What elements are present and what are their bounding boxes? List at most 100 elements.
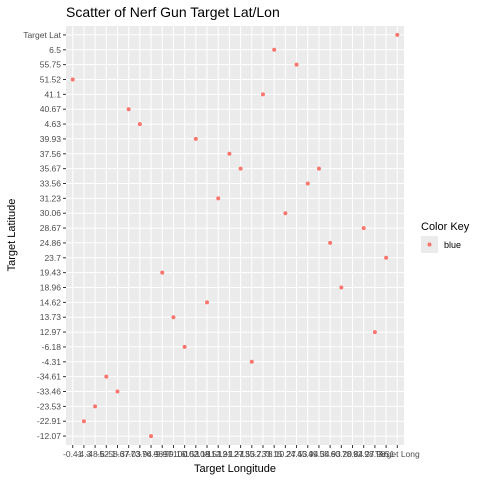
x-tick-label: 49.34 bbox=[308, 449, 330, 459]
y-tick-label: -12.07 bbox=[37, 431, 61, 441]
data-point bbox=[137, 122, 142, 127]
x-tick-label: -73.94 bbox=[128, 449, 152, 459]
x-tick-label: -99.16 bbox=[161, 449, 185, 459]
y-tick-label: 18.96 bbox=[40, 283, 62, 293]
plot-panel bbox=[66, 26, 404, 445]
data-point bbox=[70, 77, 75, 82]
data-point bbox=[171, 315, 176, 320]
y-tick-label: 35.67 bbox=[40, 164, 62, 174]
data-point bbox=[126, 107, 131, 112]
data-point bbox=[283, 211, 288, 216]
legend: Color Key blue bbox=[421, 221, 470, 253]
data-point bbox=[238, 166, 243, 171]
x-tick-label: -135.73 bbox=[237, 449, 266, 459]
x-axis-ticks: -0.41-4.3-48.6-52.1-58.37-67.03-73.94-76… bbox=[63, 445, 420, 459]
data-point bbox=[115, 389, 120, 394]
x-tick-label: 98.98 bbox=[364, 449, 386, 459]
legend-label-blue: blue bbox=[444, 240, 461, 250]
data-point bbox=[395, 32, 400, 37]
x-axis-title: Target Longitude bbox=[194, 463, 276, 475]
y-tick-label: 23.7 bbox=[44, 253, 61, 263]
x-tick-label: 55.93 bbox=[319, 449, 341, 459]
data-point bbox=[160, 270, 165, 275]
y-tick-label: 13.73 bbox=[40, 312, 62, 322]
x-tick-label: -9.97 bbox=[153, 449, 173, 459]
y-tick-label: 14.62 bbox=[40, 297, 62, 307]
y-tick-label: 39.93 bbox=[40, 134, 62, 144]
x-tick-label: -52.1 bbox=[97, 449, 117, 459]
data-point bbox=[328, 240, 333, 245]
x-tick-label: 45.94 bbox=[297, 449, 319, 459]
x-tick-label: -112.91 bbox=[204, 449, 232, 459]
y-tick-label: 19.43 bbox=[40, 268, 62, 278]
y-tick-label: 28.67 bbox=[40, 223, 62, 233]
data-point bbox=[216, 196, 221, 201]
data-point bbox=[104, 374, 109, 379]
x-tick-label: -121.27 bbox=[215, 449, 244, 459]
chart-title: Scatter of Nerf Gun Target Lat/Lon bbox=[66, 4, 280, 20]
y-tick-label: 41.1 bbox=[44, 89, 61, 99]
data-point bbox=[205, 300, 210, 305]
x-tick-label: Target Long bbox=[375, 449, 420, 459]
data-point bbox=[339, 285, 344, 290]
x-tick-label: 7.51 bbox=[378, 449, 395, 459]
data-point bbox=[372, 330, 377, 335]
x-tick-label: -127.53 bbox=[226, 449, 255, 459]
data-point bbox=[182, 344, 187, 349]
y-axis-ticks: -12.07 -22.91 -23.53 -33.46 -34.61 -4.31 -6.18… bbox=[23, 30, 66, 441]
data-point bbox=[81, 419, 86, 424]
x-tick-label: -48.6 bbox=[85, 449, 105, 459]
y-tick-label: -22.91 bbox=[37, 416, 61, 426]
grid-lines bbox=[66, 26, 404, 445]
data-point bbox=[316, 166, 321, 171]
x-tick-label: -58.37 bbox=[105, 449, 129, 459]
x-tick-label: -0.41 bbox=[63, 449, 83, 459]
y-tick-label: 31.23 bbox=[40, 193, 62, 203]
y-tick-label: 51.52 bbox=[40, 74, 62, 84]
data-point bbox=[384, 255, 389, 260]
x-tick-label: -67.03 bbox=[117, 449, 141, 459]
data-point bbox=[193, 136, 198, 141]
x-tick-label: -76.98 bbox=[139, 449, 163, 459]
data-point bbox=[227, 151, 232, 156]
x-tick-label: 3.15 bbox=[266, 449, 283, 459]
y-tick-label: 30.06 bbox=[40, 208, 62, 218]
x-tick-label: 78.84 bbox=[342, 449, 364, 459]
y-tick-label: -6.18 bbox=[42, 342, 62, 352]
y-axis-title: Target Latitude bbox=[6, 199, 18, 272]
y-tick-label: 40.67 bbox=[40, 104, 62, 114]
y-tick-label: 12.97 bbox=[40, 327, 62, 337]
y-tick-label: -23.53 bbox=[37, 401, 61, 411]
x-tick-label: -102.19 bbox=[181, 449, 210, 459]
y-tick-label: 6.5 bbox=[49, 45, 61, 55]
x-tick-label: -108.51 bbox=[193, 449, 222, 459]
x-tick-label: 92.27 bbox=[353, 449, 375, 459]
x-tick-label: -4.3 bbox=[77, 449, 92, 459]
y-tick-label: 24.86 bbox=[40, 238, 62, 248]
data-point bbox=[149, 434, 154, 439]
y-tick-label: -34.61 bbox=[37, 372, 61, 382]
y-tick-label: 37.56 bbox=[40, 149, 62, 159]
x-tick-label: 24.53 bbox=[286, 449, 308, 459]
y-tick-label: 4.63 bbox=[44, 119, 61, 129]
legend-title: Color Key bbox=[421, 221, 470, 233]
x-tick-label: -100.53 bbox=[170, 449, 199, 459]
x-tick-label: 60.20 bbox=[331, 449, 353, 459]
data-point bbox=[361, 226, 366, 231]
y-tick-label: 33.56 bbox=[40, 178, 62, 188]
y-tick-label: 55.75 bbox=[40, 60, 62, 70]
x-tick-label: 10.27 bbox=[275, 449, 297, 459]
y-tick-label: -33.46 bbox=[37, 387, 61, 397]
data-point bbox=[249, 359, 254, 364]
data-points bbox=[70, 32, 400, 439]
data-point bbox=[272, 47, 277, 52]
legend-key-marker bbox=[427, 242, 432, 247]
data-point bbox=[260, 92, 265, 97]
x-tick-label: -2.78 bbox=[253, 449, 273, 459]
data-point bbox=[305, 181, 310, 186]
y-tick-label: -4.31 bbox=[42, 357, 62, 367]
y-tick-label: Target Lat bbox=[23, 30, 61, 40]
data-point bbox=[93, 404, 98, 409]
data-point bbox=[294, 62, 299, 67]
